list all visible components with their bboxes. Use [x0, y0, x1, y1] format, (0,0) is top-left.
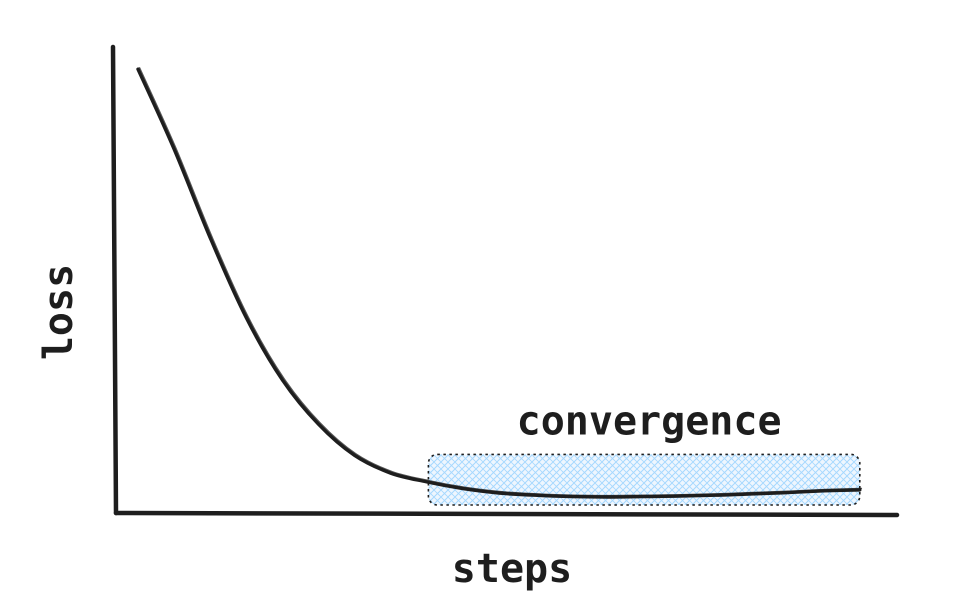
y-axis-title: loss — [36, 264, 82, 360]
convergence-annotation-label: convergence — [517, 398, 782, 444]
x-axis-title: steps — [452, 546, 572, 592]
x-axis-line — [113, 510, 900, 518]
series-layer — [136, 67, 863, 499]
loss-series-line-sketch-stroke — [138, 67, 863, 497]
y-axis-line — [110, 44, 119, 516]
loss-series-line — [136, 67, 862, 499]
annotation-text-layer: convergence — [517, 398, 782, 444]
